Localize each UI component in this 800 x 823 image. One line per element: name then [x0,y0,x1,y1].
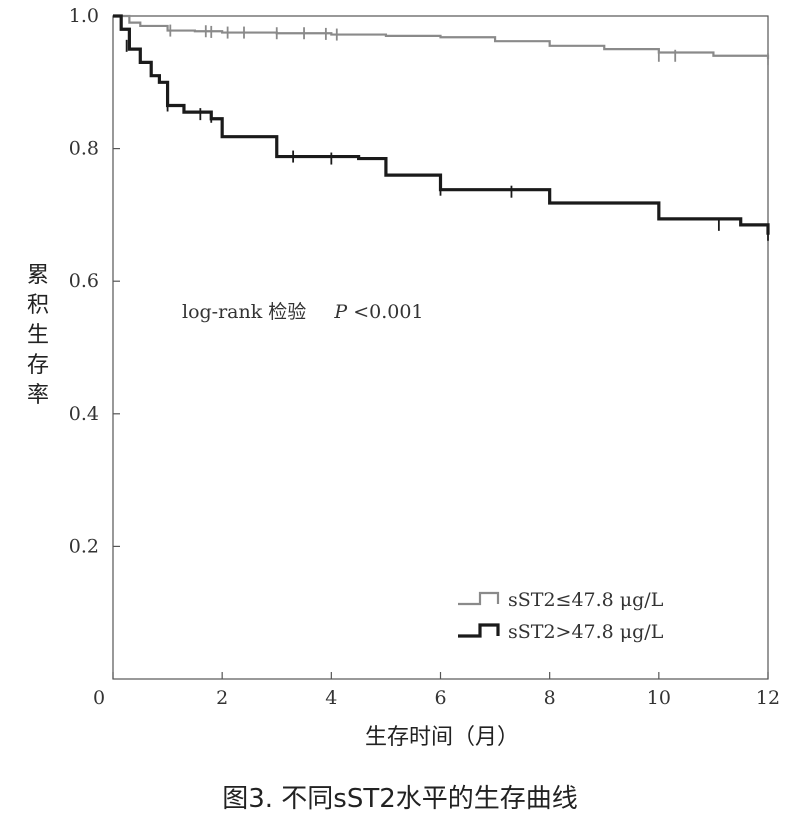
svg-text:log-rank 检验 P <0.0: log-rank 检验 P <0.001 [182,301,424,323]
y-axis-label-char: 积 [27,293,49,318]
x-tick-label: 10 [647,687,671,709]
y-axis-label-char: 累 [27,263,49,288]
x-tick-label: 0 [93,687,105,709]
y-axis-label-char: 生 [27,323,49,348]
y-axis-ticks: 0.2 0.4 0.6 0.8 1.0 [69,5,120,557]
legend: sST2≤47.8 μg/L sST2>47.8 μg/L [458,589,664,643]
y-tick-label: 0.6 [69,270,99,292]
x-tick-label: 2 [216,687,228,709]
logrank-annotation: log-rank 检验 P <0.001 [182,301,424,323]
annotation-p-label: P [333,301,348,323]
x-tick-label: 6 [434,687,446,709]
figure-caption: 图3. 不同sST2水平的生存曲线 [222,784,578,814]
y-tick-label: 0.2 [69,535,99,557]
survival-chart: 0.2 0.4 0.6 0.8 1.0 0 2 4 6 8 10 12 log-rank 检验 P … [27,5,780,750]
series-layer [113,14,770,241]
legend-label-1: sST2≤47.8 μg/L [508,589,664,611]
y-axis-label-char: 存 [27,353,49,378]
y-axis-label-char: 率 [27,383,49,408]
legend-label-2: sST2>47.8 μg/L [508,621,664,643]
x-axis-label: 生存时间（月） [365,725,519,750]
annotation-p-value: <0.001 [353,301,423,323]
annotation-text: log-rank 检验 [182,301,306,323]
y-tick-label: 0.8 [69,138,99,160]
x-axis-ticks: 0 2 4 6 8 10 12 [93,672,780,709]
y-tick-label: 1.0 [69,5,99,27]
x-tick-label: 8 [544,687,556,709]
series-line-2 [113,14,770,235]
legend-swatch-2 [458,623,500,638]
x-tick-label: 4 [325,687,337,709]
legend-swatch-1 [458,591,500,606]
x-tick-label: 12 [756,687,780,709]
series-line-1 [113,14,770,60]
y-tick-label: 0.4 [69,403,99,425]
